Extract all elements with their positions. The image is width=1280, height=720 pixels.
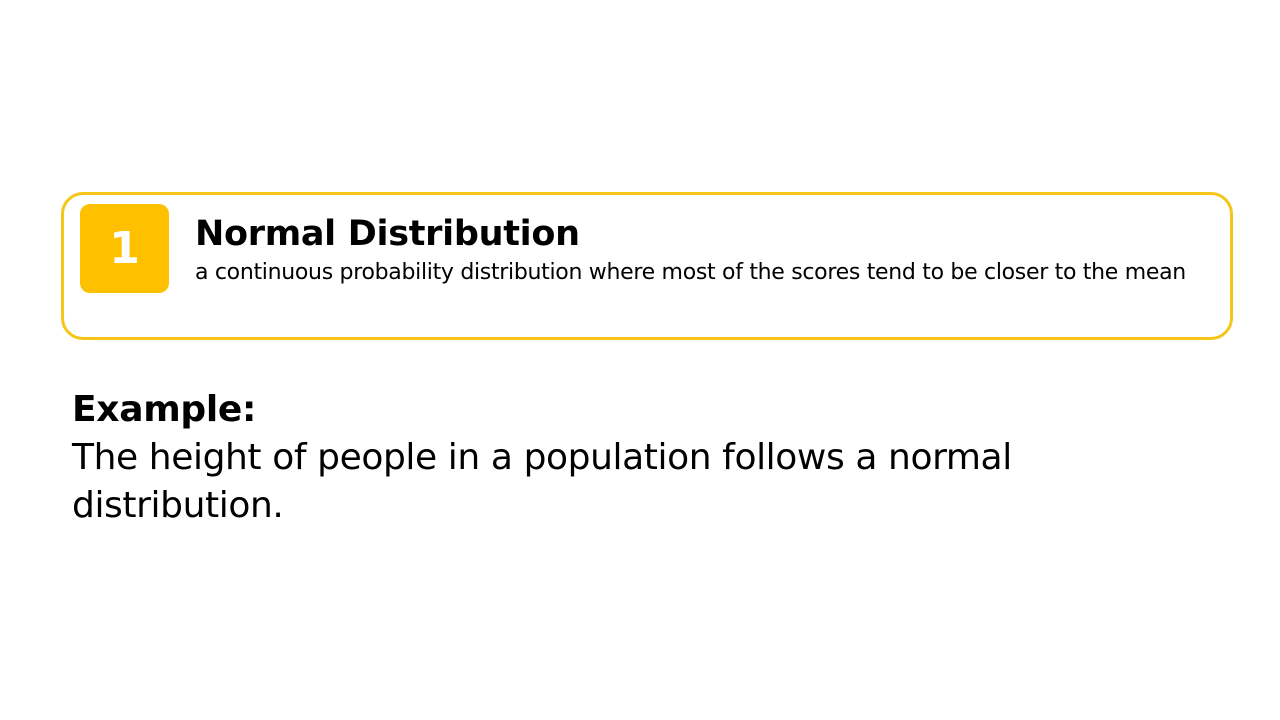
example-section: Example: The height of people in a popul…	[72, 386, 1152, 530]
example-label: Example:	[72, 389, 257, 430]
definition-text: Normal Distribution a continuous probabi…	[195, 211, 1205, 289]
definition-card: 1 Normal Distribution a continuous proba…	[61, 192, 1233, 340]
definition-term: Normal Distribution	[195, 214, 580, 254]
number-badge: 1	[80, 204, 169, 293]
definition-description: a continuous probability distribution wh…	[195, 260, 1186, 285]
example-text: The height of people in a population fol…	[72, 437, 1012, 526]
